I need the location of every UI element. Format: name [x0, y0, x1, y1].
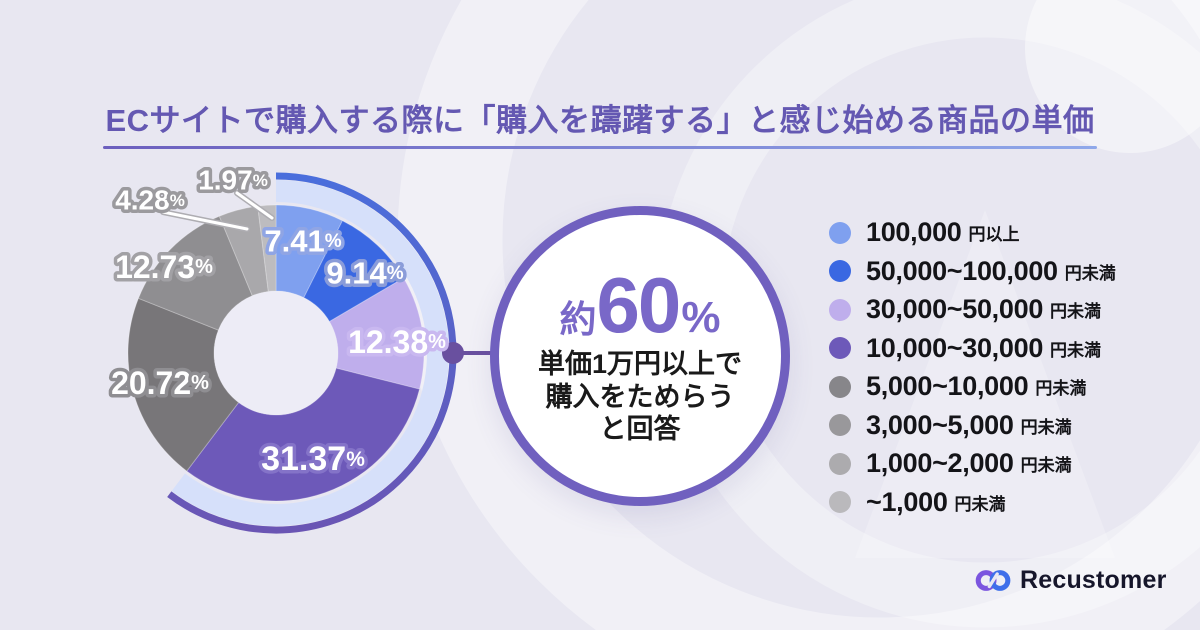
- legend-dot-icon: [829, 298, 851, 321]
- legend-dot-icon: [829, 260, 851, 282]
- legend-range-label: 100,000: [866, 217, 962, 247]
- legend-dot-icon: [829, 337, 851, 359]
- callout-headline: 約 60%: [560, 266, 721, 344]
- legend-range-suffix: 円未満: [1020, 456, 1072, 475]
- highlight-band: [171, 180, 450, 526]
- legend-item: 3,000~5,000 円未満: [829, 409, 1116, 440]
- legend-range-label: ~1,000: [866, 486, 948, 517]
- brand-logo: Recustomer: [975, 566, 1167, 595]
- pie-label: 1.97%: [198, 165, 268, 196]
- legend-item: 100,000 円以上: [829, 217, 1116, 247]
- label-leader-line: [235, 191, 274, 220]
- legend-range-label: 1,000~2,000: [866, 448, 1014, 478]
- legend-range-suffix: 円以上: [968, 225, 1020, 244]
- label-leader-line: [161, 210, 249, 231]
- legend: 100,000 円以上 50,000~100,000 円未満 30,000~50…: [829, 217, 1116, 517]
- legend-dot-icon: [829, 491, 851, 513]
- pie-segment: [275, 204, 344, 299]
- donut-hole: [214, 291, 338, 415]
- legend-range-label: 5,000~10,000: [866, 371, 1029, 401]
- callout-value: 60: [596, 260, 682, 349]
- legend-item: 50,000~100,000 円未満: [829, 255, 1116, 286]
- callout-connector-dot: [442, 342, 464, 364]
- legend-item: ~1,000 円未満: [829, 486, 1116, 517]
- legend-range-label: 30,000~50,000: [866, 294, 1044, 324]
- legend-dot-icon: [829, 221, 851, 244]
- callout-percent-sign: %: [681, 292, 721, 342]
- brand-name: Recustomer: [1020, 566, 1167, 594]
- legend-range-suffix: 円未満: [1050, 340, 1102, 360]
- legend-range-label: 3,000~5,000: [866, 409, 1014, 440]
- legend-item: 1,000~2,000 円未満: [829, 448, 1116, 478]
- legend-range-label: 50,000~100,000: [866, 255, 1058, 286]
- legend-range-suffix: 円未満: [954, 494, 1006, 514]
- highlight-arc: [167, 172, 457, 534]
- callout-line: 単価1万円以上で: [537, 348, 743, 379]
- title-bar: ECサイトで購入する際に「購入を躊躇する」と感じ始める商品の単価: [0, 74, 1200, 161]
- legend-dot-icon: [829, 414, 851, 436]
- callout-approx-label: 約: [559, 298, 597, 340]
- legend-range-suffix: 円未満: [1035, 379, 1087, 398]
- legend-item: 10,000~30,000 円未満: [829, 332, 1116, 363]
- legend-item: 30,000~50,000 円未満: [829, 294, 1116, 324]
- callout-circle: 約 60% 単価1万円以上で 購入をためらう と回答: [490, 206, 790, 506]
- recustomer-logo-icon: [975, 570, 1011, 591]
- legend-range-suffix: 円未満: [1064, 263, 1116, 283]
- legend-range-suffix: 円未満: [1020, 417, 1072, 437]
- callout-line: 購入をためらう: [545, 381, 735, 412]
- legend-range-suffix: 円未満: [1050, 302, 1102, 321]
- legend-item: 5,000~10,000 円未満: [829, 371, 1116, 401]
- legend-dot-icon: [829, 452, 851, 475]
- pie-label: 4.28%: [115, 185, 185, 216]
- legend-range-label: 10,000~30,000: [866, 332, 1044, 363]
- callout-line: と回答: [599, 414, 681, 445]
- page-title: ECサイトで購入する際に「購入を躊躇する」と感じ始める商品の単価: [103, 95, 1097, 149]
- legend-dot-icon: [829, 375, 851, 398]
